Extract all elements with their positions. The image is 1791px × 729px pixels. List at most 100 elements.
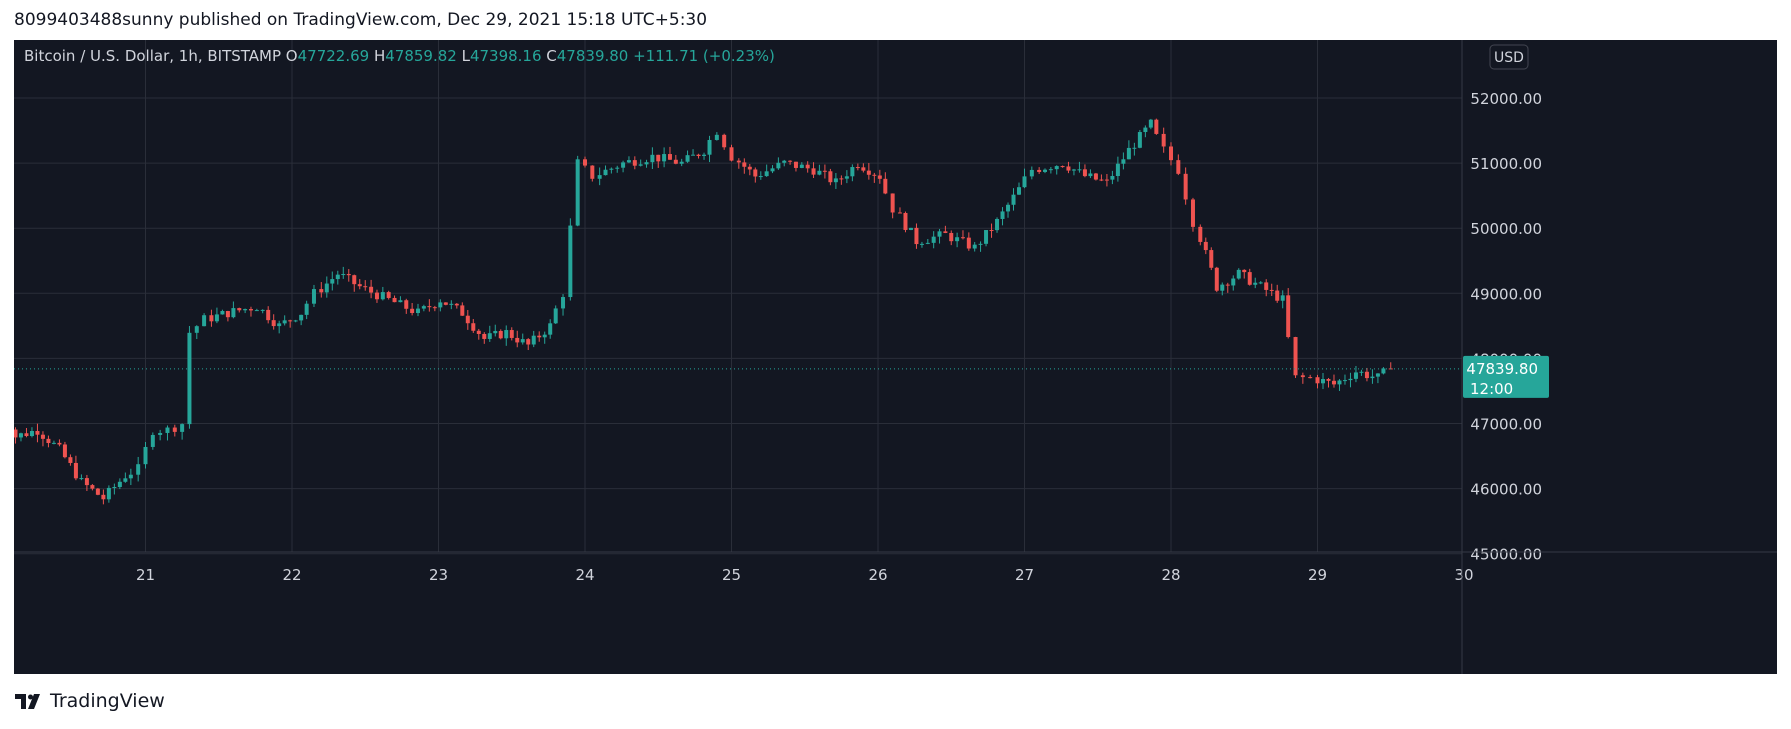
candle-body <box>995 218 1000 231</box>
candle-body <box>1209 250 1214 268</box>
candle-body <box>1029 169 1034 177</box>
candle-body <box>609 168 614 170</box>
candle-body <box>1137 132 1142 148</box>
candle-body <box>482 333 487 339</box>
candle-body <box>288 320 293 322</box>
candle-body <box>638 164 643 166</box>
candle-body <box>1214 267 1219 291</box>
candle-body <box>341 274 346 276</box>
legend-open-value: 47722.69 <box>298 47 374 65</box>
candle-body <box>40 434 45 439</box>
candle-body <box>960 237 965 239</box>
candle-body <box>844 176 849 179</box>
candle-body <box>95 488 100 495</box>
candle-body <box>742 162 747 167</box>
candle-body <box>1381 368 1386 374</box>
candle-body <box>187 332 192 425</box>
candle-body <box>62 444 67 458</box>
candle-body <box>231 308 236 318</box>
currency-button[interactable]: USD <box>1489 44 1529 70</box>
candle-body <box>404 300 409 309</box>
candle-body <box>883 178 888 194</box>
candle-body <box>158 432 163 435</box>
candle-body <box>537 335 542 338</box>
candle-body <box>1370 376 1375 379</box>
candle-body <box>1264 282 1269 290</box>
candle-body <box>1000 211 1005 219</box>
candle-body <box>24 433 29 437</box>
candle-body <box>363 286 368 288</box>
candle-body <box>978 243 983 245</box>
candle-body <box>465 315 470 324</box>
candle-body <box>736 160 741 163</box>
candle-body <box>1077 169 1082 171</box>
candle-body <box>1066 166 1071 171</box>
candle-body <box>866 170 871 175</box>
candle-body <box>1022 176 1027 188</box>
candle-body <box>202 315 207 327</box>
candle-body <box>51 442 56 444</box>
candle-body <box>35 431 40 435</box>
candle-body <box>828 171 833 183</box>
candle-body <box>57 442 62 445</box>
x-tick-label: 23 <box>429 566 448 584</box>
candle-body <box>260 309 265 311</box>
candle-body <box>443 302 448 305</box>
candlestick-chart[interactable]: 45000.0046000.0047000.0048000.0049000.00… <box>14 40 1777 674</box>
candle-body <box>180 424 185 432</box>
candle-body <box>1017 187 1022 195</box>
candle-body <box>966 237 971 249</box>
candle-body <box>770 168 775 172</box>
candle-body <box>855 167 860 169</box>
candle-body <box>1154 119 1159 134</box>
published-caption: 8099403488sunny published on TradingView… <box>14 10 708 30</box>
candle-body <box>330 279 335 284</box>
candle-body <box>1110 176 1115 180</box>
candle-body <box>685 155 690 162</box>
candle-body <box>266 309 271 321</box>
candle-body <box>68 457 73 463</box>
candle-body <box>805 164 810 169</box>
candle-body <box>194 326 199 333</box>
candle-body <box>346 274 351 276</box>
candle-body <box>603 169 608 176</box>
candle-body <box>764 171 769 177</box>
legend-low-label: L <box>462 47 471 65</box>
candle-body <box>943 231 948 233</box>
candle-body <box>776 162 781 169</box>
candle-body <box>498 330 503 339</box>
candle-body <box>357 284 362 287</box>
candle-body <box>548 323 553 335</box>
candle-body <box>471 323 476 331</box>
candle-body <box>1011 194 1016 205</box>
candle-body <box>989 230 994 232</box>
candle-body <box>380 292 385 300</box>
chart-panel[interactable]: 45000.0046000.0047000.0048000.0049000.00… <box>14 40 1777 674</box>
candle-body <box>937 231 942 237</box>
candle-body <box>949 232 954 242</box>
candle-body <box>117 481 122 488</box>
candle-body <box>850 167 855 177</box>
candle-body <box>1037 169 1042 172</box>
candle-body <box>374 292 379 300</box>
legend-close-label: C <box>546 47 556 65</box>
candle-body <box>225 311 230 318</box>
candle-body <box>304 303 309 315</box>
candle-body <box>112 487 117 489</box>
candle-body <box>890 193 895 213</box>
y-tick-label: 50000.00 <box>1470 220 1542 238</box>
candle-body <box>903 212 908 230</box>
candle-body <box>73 462 78 479</box>
candle-body <box>931 236 936 243</box>
candle-body <box>1203 241 1208 251</box>
candle-body <box>908 227 913 230</box>
candle-body <box>1308 377 1313 379</box>
candle-body <box>282 320 287 324</box>
candle-body <box>1115 163 1120 177</box>
candle-body <box>504 330 509 339</box>
candle-body <box>79 478 84 480</box>
x-tick-label: 30 <box>1454 566 1473 584</box>
candle-body <box>656 154 661 162</box>
y-tick-label: 46000.00 <box>1470 481 1542 499</box>
candle-body <box>476 330 481 334</box>
